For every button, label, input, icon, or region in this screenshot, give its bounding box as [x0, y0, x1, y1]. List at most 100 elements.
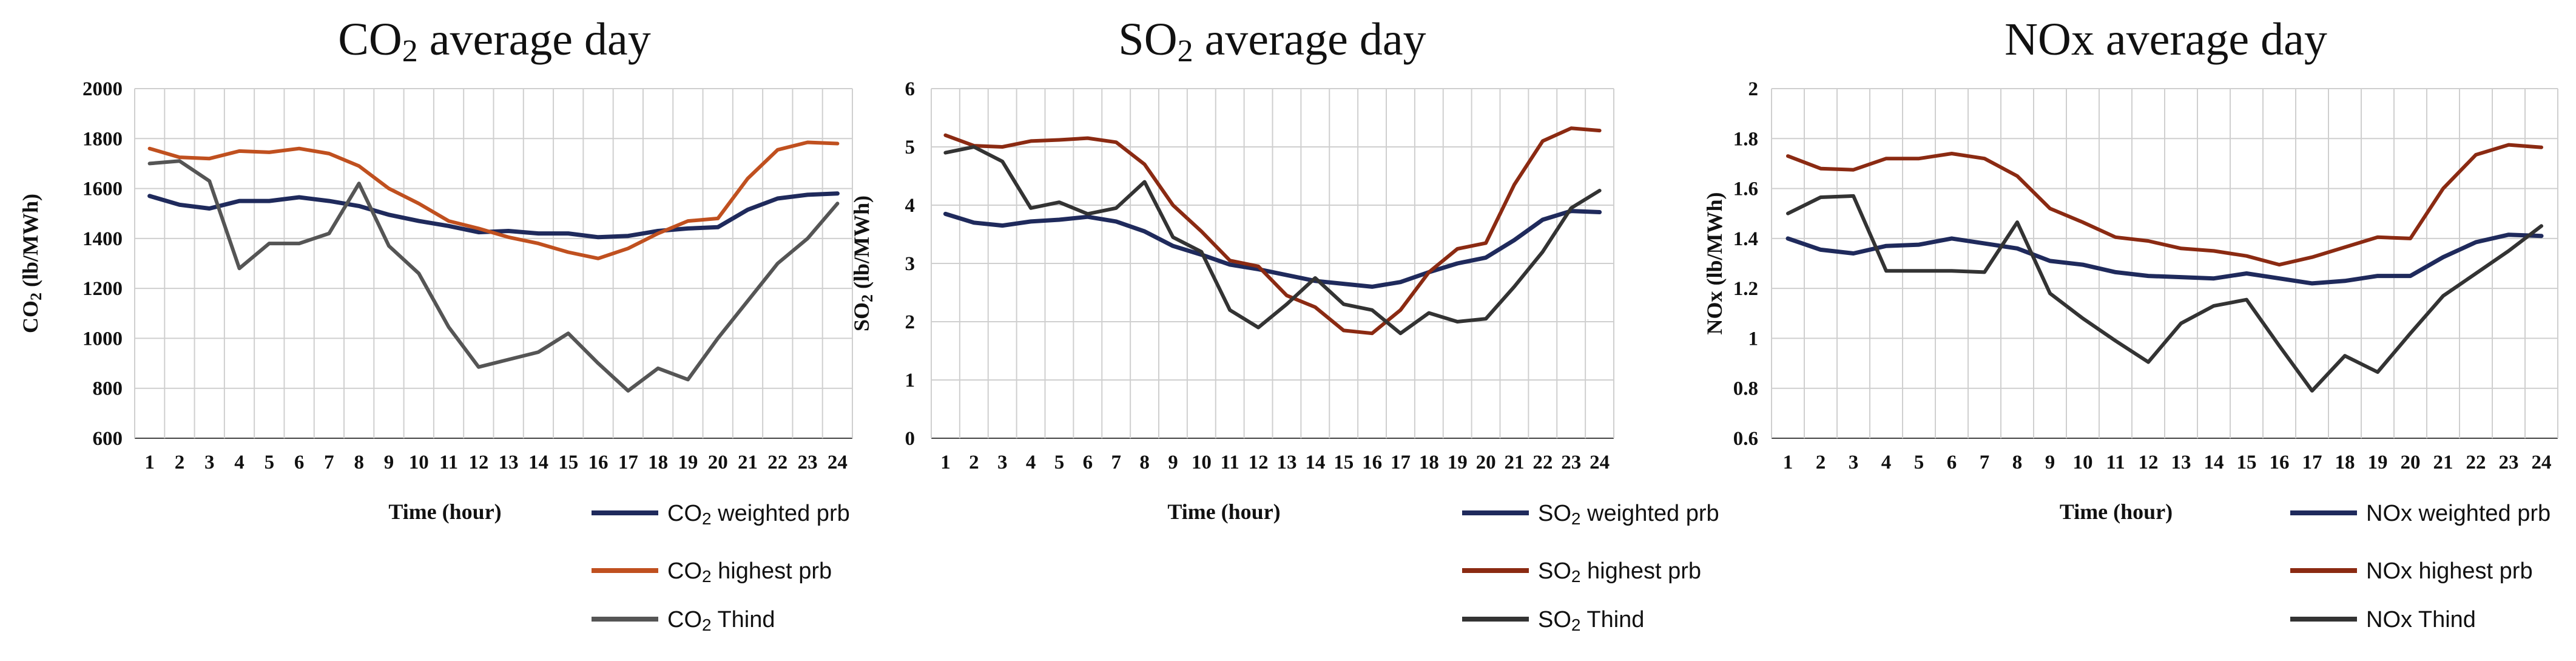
- so2-x-tick-label: 17: [1391, 452, 1411, 473]
- nox-data-point: [2245, 298, 2248, 301]
- co2-chart-panel: CO2 average day6008001000120014001600180…: [18, 14, 853, 634]
- so2-x-tick-label: 12: [1249, 452, 1269, 473]
- co2-y-axis-label-rest: (lb/MWh): [18, 194, 42, 293]
- so2-x-tick-label: 1: [940, 452, 951, 473]
- so2-data-point: [1086, 137, 1089, 140]
- co2-data-point: [567, 251, 570, 254]
- co2-y-axis-label: CO2 (lb/MWh): [18, 194, 45, 333]
- co2-data-point: [776, 148, 779, 151]
- co2-legend-label-rest: highest prb: [712, 558, 832, 584]
- so2-y-axis-label: SO2 (lb/MWh): [849, 195, 876, 331]
- nox-data-point: [2442, 187, 2444, 190]
- so2-data-point: [1257, 326, 1260, 329]
- nox-data-point: [1787, 237, 1789, 240]
- so2-x-tick-label: 2: [969, 452, 979, 473]
- co2-data-point: [627, 234, 630, 237]
- co2-data-point: [597, 362, 600, 365]
- so2-data-point: [1001, 224, 1004, 227]
- so2-data-point: [1114, 141, 1118, 144]
- nox-data-point: [2147, 361, 2149, 364]
- nox-data-point: [2082, 317, 2084, 320]
- nox-data-point: [2376, 370, 2379, 373]
- so2-data-point: [1114, 220, 1118, 223]
- co2-data-point: [417, 202, 420, 205]
- co2-legend-label: CO2 weighted prb: [667, 501, 850, 528]
- so2-data-point: [1086, 215, 1089, 219]
- so2-legend-label-subscript: 2: [1571, 615, 1581, 634]
- co2-x-tick-label: 16: [588, 452, 609, 473]
- so2-data-point: [1030, 140, 1033, 143]
- co2-data-point: [238, 149, 241, 152]
- so2-data-point: [1570, 127, 1573, 130]
- co2-data-point: [387, 245, 390, 248]
- nox-data-point: [2344, 354, 2346, 358]
- nox-data-point: [1852, 168, 1855, 171]
- co2-x-tick-label: 4: [234, 452, 244, 473]
- co2-series-line-highest: [147, 140, 840, 260]
- nox-legend-label-main: NOx weighted prb: [2366, 501, 2551, 526]
- co2-data-point: [746, 208, 749, 211]
- nox-x-axis-label: Time (hour): [2060, 500, 2173, 524]
- nox-series-line-thind: [1786, 194, 2543, 393]
- so2-data-point: [1001, 160, 1004, 163]
- co2-data-point: [507, 358, 510, 361]
- so2-y-tick-label: 5: [905, 137, 915, 158]
- nox-data-point: [1819, 167, 1822, 170]
- so2-legend-entry-thind: SO2 Thind: [1462, 607, 1644, 634]
- nox-data-point: [2540, 146, 2543, 149]
- so2-y-tick-label: 6: [905, 78, 915, 100]
- co2-x-tick-label: 13: [499, 452, 519, 473]
- co2-x-tick-label: 23: [798, 452, 818, 473]
- so2-chart-title: SO2 average day: [1118, 14, 1426, 69]
- co2-data-point: [178, 156, 181, 159]
- so2-x-tick-label: 20: [1476, 452, 1496, 473]
- so2-legend-label-rest: highest prb: [1580, 558, 1701, 584]
- co2-data-point: [148, 162, 151, 165]
- co2-data-point: [477, 365, 480, 368]
- so2-data-point: [1200, 250, 1203, 253]
- so2-x-tick-label: 22: [1532, 452, 1553, 473]
- nox-x-tick-label: 14: [2204, 452, 2224, 473]
- so2-legend-label: SO2 Thind: [1538, 607, 1644, 634]
- co2-data-point: [208, 207, 211, 210]
- so2-x-tick-label: 8: [1139, 452, 1150, 473]
- co2-x-axis-label: Time (hour): [388, 500, 501, 524]
- nox-data-point: [1983, 157, 1986, 160]
- so2-data-point: [1172, 204, 1175, 206]
- co2-x-tick-label: 1: [144, 452, 155, 473]
- co2-data-point: [656, 367, 659, 370]
- nox-data-point: [2114, 339, 2117, 342]
- co2-x-tick-label: 11: [439, 452, 458, 473]
- co2-data-point: [656, 232, 659, 235]
- so2-data-point: [1371, 332, 1374, 335]
- so2-data-point: [1143, 180, 1146, 183]
- nox-data-point: [1918, 243, 1920, 246]
- nox-data-point: [2376, 274, 2379, 277]
- co2-data-point: [537, 242, 540, 245]
- co2-data-point: [537, 351, 540, 354]
- so2-data-point: [1257, 265, 1260, 268]
- so2-data-point: [1114, 206, 1118, 209]
- so2-data-point: [1057, 138, 1060, 141]
- co2-data-point: [298, 242, 301, 245]
- nox-x-tick-label: 3: [1849, 452, 1859, 473]
- nox-data-point: [2082, 263, 2084, 266]
- so2-x-tick-label: 5: [1054, 452, 1065, 473]
- co2-x-tick-label: 2: [175, 452, 185, 473]
- so2-data-point: [1598, 211, 1601, 214]
- so2-data-point: [1229, 308, 1232, 311]
- so2-data-point: [1143, 163, 1146, 166]
- so2-series-line-weighted: [943, 209, 1602, 289]
- co2-data-point: [417, 220, 420, 223]
- nox-chart-title-main: NOx average day: [2004, 14, 2327, 65]
- so2-x-tick-label: 13: [1276, 452, 1296, 473]
- nox-data-point: [1918, 157, 1920, 160]
- so2-data-point: [1030, 220, 1033, 223]
- so2-data-point: [1512, 239, 1516, 242]
- so2-x-tick-label: 21: [1504, 452, 1524, 473]
- co2-legend-label-main: CO: [667, 501, 702, 526]
- co2-data-point: [716, 337, 720, 340]
- so2-legend-label: SO2 highest prb: [1538, 558, 1701, 586]
- co2-data-point: [447, 225, 450, 228]
